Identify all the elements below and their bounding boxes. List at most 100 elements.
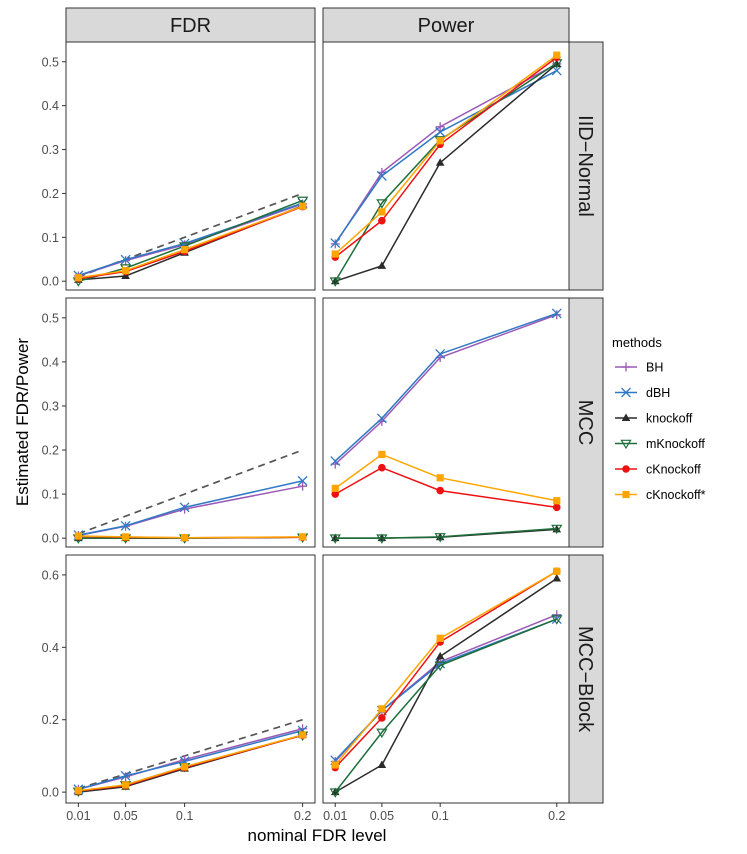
panel-background <box>66 555 315 803</box>
data-point <box>377 261 387 269</box>
series-cknockoff-star <box>74 202 307 282</box>
series-line <box>78 205 303 280</box>
strip-col-power <box>322 7 570 43</box>
y-tick-label: 0.1 <box>42 488 59 502</box>
strip-row-mcc-label: MCC <box>574 400 596 446</box>
data-point <box>180 755 190 765</box>
legend-marker <box>622 465 630 473</box>
data-point <box>376 728 388 739</box>
legend-item-cknockoff: cKnockoff <box>615 463 701 477</box>
series-line <box>334 453 557 502</box>
x-tick-label: 0.05 <box>113 809 137 823</box>
x-tick-label: 0.05 <box>370 809 394 823</box>
y-tick-label: 0.3 <box>42 143 59 157</box>
data-point <box>552 503 561 512</box>
x-tick-label: 0.2 <box>548 809 565 823</box>
data-point <box>180 246 189 254</box>
series-line <box>334 63 558 245</box>
data-point <box>436 486 444 495</box>
series-line <box>334 466 557 509</box>
data-point <box>377 760 387 768</box>
data-point <box>378 714 386 722</box>
panel-border <box>65 297 316 548</box>
data-point <box>553 567 561 575</box>
data-point <box>179 502 190 513</box>
data-point <box>331 761 339 769</box>
x-tick-label: 0.01 <box>323 809 347 823</box>
y-axis-title: Estimated FDR/Power <box>13 338 32 506</box>
data-point <box>378 450 386 459</box>
data-point <box>551 524 563 535</box>
data-point <box>329 788 341 798</box>
data-point <box>120 254 131 265</box>
data-point <box>121 781 130 789</box>
legend-item-bh: BH <box>615 361 663 375</box>
data-point <box>435 127 446 137</box>
data-point <box>553 497 561 505</box>
x-tick-label: 0.1 <box>431 809 448 823</box>
data-point <box>180 504 190 514</box>
data-point <box>434 533 446 543</box>
data-point <box>329 277 341 287</box>
legend-label: cKnockoff* <box>646 488 706 502</box>
legend-item-dbh: dBH <box>615 386 670 400</box>
strip-row-mcc-block-label: MCC−Block <box>574 626 596 733</box>
series-cknockoff-star <box>74 731 307 795</box>
data-point <box>180 763 189 771</box>
legend: methods BH dBH knockoff mKnockoff cKnockoff c… <box>612 335 706 502</box>
series-line <box>78 480 303 536</box>
series-mknockoff <box>329 615 563 798</box>
data-point <box>436 634 444 642</box>
data-point <box>74 274 82 282</box>
y-tick-label: 0.4 <box>42 355 59 369</box>
data-point <box>299 731 307 739</box>
data-point <box>434 661 446 672</box>
y-tick-label: 0.1 <box>42 231 59 245</box>
y-tick-label: 0.0 <box>42 532 59 546</box>
series-line <box>335 63 558 282</box>
panel-background <box>66 42 315 290</box>
data-point <box>330 456 341 467</box>
y-tick-label: 0.2 <box>42 713 59 727</box>
strip-row-iid-normal-label: IID−Normal <box>574 115 596 217</box>
panel-background <box>66 298 315 547</box>
series-dbh <box>330 308 562 467</box>
series-line <box>78 205 303 279</box>
strip-col-fdr <box>65 7 316 43</box>
x-axis-title: nominal FDR level <box>248 826 387 845</box>
series-line <box>78 535 303 539</box>
panel-border <box>65 554 316 804</box>
y-tick-label: 0.3 <box>42 399 59 413</box>
data-point <box>435 651 445 660</box>
legend-label: dBH <box>646 386 670 400</box>
panel-3 <box>322 297 570 548</box>
panel-4: 0.0 0.2 0.4 0.6 0.01 0.05 0.1 0.2 <box>42 554 316 823</box>
data-point <box>74 787 82 795</box>
strip-row-mcc <box>568 297 604 548</box>
series-line <box>78 729 303 790</box>
panel-border <box>322 41 570 291</box>
series-line <box>334 577 558 793</box>
data-point <box>378 463 386 472</box>
reference-line <box>78 718 303 790</box>
data-point <box>299 533 307 541</box>
y-tick-label: 0.5 <box>42 55 59 69</box>
series-cknockoff-star <box>331 51 561 258</box>
strip-row-iid-normal <box>568 41 604 291</box>
panel-background <box>323 555 569 803</box>
data-point <box>298 481 308 491</box>
data-point <box>329 534 341 544</box>
y-tick-label: 0.0 <box>42 275 59 289</box>
series-line <box>334 54 558 255</box>
legend-item-mknockoff: mKnockoff <box>615 437 705 451</box>
data-point <box>551 65 562 76</box>
series-cknockoff-star <box>331 450 561 505</box>
data-point <box>436 137 444 145</box>
series-cknockoff-star <box>331 567 561 769</box>
data-point <box>120 520 131 531</box>
data-point <box>296 196 309 207</box>
data-point <box>331 490 340 498</box>
reference-line <box>78 449 303 535</box>
data-point <box>552 610 562 620</box>
series-line <box>335 527 557 539</box>
